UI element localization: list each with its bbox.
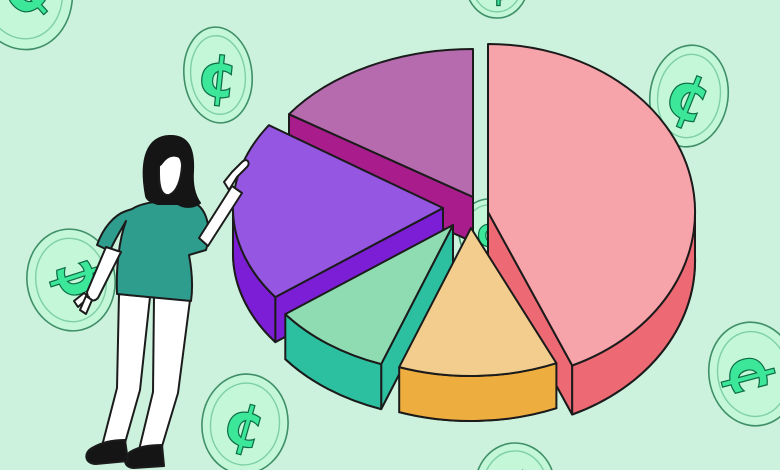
- coin-ring: [716, 330, 780, 418]
- cent-coin: ¢: [707, 321, 780, 427]
- coin-ring: [656, 53, 722, 139]
- hand-right-pointing: [223, 159, 250, 191]
- slice-top: [487, 43, 697, 367]
- cent-glyph: ¢: [193, 40, 242, 114]
- cent-coin: ¢: [201, 373, 289, 470]
- cent-coin: ¢: [468, 0, 526, 19]
- coin-ring: [0, 0, 64, 40]
- coin-face: [468, 0, 526, 19]
- cent-coin: ¢: [477, 442, 553, 470]
- pie-slice-teal: [284, 224, 454, 411]
- coin-ring: [209, 382, 281, 466]
- coin-face: [648, 44, 730, 148]
- slice-top: [232, 124, 444, 299]
- slice-top: [284, 224, 454, 366]
- coin-ring: [486, 450, 544, 470]
- coin-face: [707, 321, 780, 427]
- hand-left-finger-2: [79, 295, 93, 315]
- hair-fringe: [156, 147, 186, 167]
- slice-top: [398, 227, 558, 377]
- pie-slice-yellow: [398, 227, 558, 422]
- cent-coin: ¢: [648, 44, 730, 148]
- pie-chart: [232, 43, 697, 422]
- coin-ring: [475, 0, 519, 13]
- cent-glyph: ¢: [482, 0, 511, 9]
- cent-coin: ¢: [183, 26, 253, 124]
- t-shirt: [96, 199, 210, 302]
- slice-top: [288, 48, 474, 198]
- shoe-back: [124, 444, 165, 469]
- coin-face: [183, 26, 253, 124]
- coin-face: [477, 442, 553, 470]
- coin-face: [0, 0, 74, 51]
- woman-figure: [73, 134, 250, 469]
- coin-face: [201, 373, 289, 470]
- cent-coin: ¢: [0, 0, 74, 51]
- shoe-front: [85, 439, 129, 465]
- cent-coin: ¢: [26, 228, 116, 332]
- arm-right: [198, 185, 243, 247]
- coin-face: [26, 228, 116, 332]
- coin-ring: [189, 35, 247, 115]
